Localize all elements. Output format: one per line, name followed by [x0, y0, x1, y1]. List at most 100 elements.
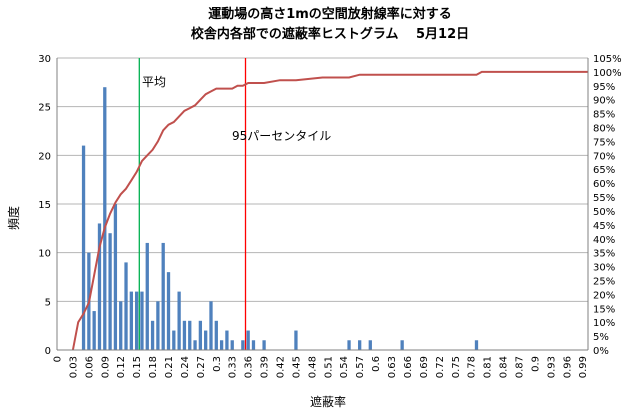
y2-tick-label-12: 60% [593, 179, 615, 190]
y-tick-label-3: 15 [38, 200, 51, 211]
y2-tick-label-4: 20% [593, 290, 615, 301]
y-axis-label: 頻度 [6, 206, 21, 230]
y-axis-tick-labels: 0 5 10 15 20 25 30 [38, 54, 51, 357]
x-tick-label-6: 0.18 [148, 356, 159, 378]
bar-12 [145, 242, 149, 350]
y2-tick-label-10: 50% [593, 207, 615, 218]
x-tick-label-32: 0.96 [562, 356, 573, 378]
bar-29 [241, 340, 245, 350]
y2-tick-label-17: 85% [593, 110, 615, 121]
axes [56, 58, 589, 351]
bar-6 [113, 204, 118, 350]
bar-19 [182, 320, 187, 350]
y-tick-label-0: 0 [45, 346, 51, 357]
chart-title: 運動場の高さ1mの空間放射線率に対する [208, 6, 452, 22]
x-tick-label-5: 0.15 [132, 356, 143, 378]
y2-tick-label-13: 65% [593, 165, 615, 176]
x-tick-label-11: 0.33 [228, 356, 239, 378]
y2-axis-tick-labels: 0% 5% 10% 15% 20% 25% 30% 35% 40% 45% 50% 55% 60% 65%… [593, 54, 622, 357]
bar-30 [246, 330, 250, 350]
reference-lines [138, 58, 247, 350]
grid-lines [57, 57, 588, 302]
chart-subtitle: 校舎内各部での遮蔽率ヒストグラム 5月12日 [191, 26, 469, 42]
bar-25 [214, 320, 218, 350]
cumulative-line-series [71, 70, 588, 351]
annotation-95-percentile: 95パーセンタイル [232, 129, 331, 143]
bar-33 [294, 330, 298, 350]
x-tick-label-15: 0.45 [292, 356, 303, 378]
x-tick-label-2: 0.06 [84, 356, 95, 378]
bar-10 [135, 291, 139, 350]
y2-tick-label-14: 70% [593, 151, 615, 162]
x-tick-label-23: 0.69 [419, 356, 430, 378]
bar-14 [156, 301, 160, 350]
bar-20 [188, 320, 192, 350]
y2-tick-label-19: 95% [593, 82, 615, 93]
y2-tick-label-1: 5% [593, 332, 609, 343]
x-tick-label-10: 0.3 [212, 356, 223, 372]
x-tick-label-20: 0.6 [371, 356, 382, 372]
y-tick-label-4: 20 [38, 151, 51, 162]
y2-tick-label-6: 30% [593, 263, 615, 274]
bar-7 [119, 301, 123, 350]
x-axis-label: 遮蔽率 [310, 394, 346, 409]
y-tick-label-1: 5 [45, 297, 51, 308]
cumulative-line [71, 70, 588, 351]
y2-tick-label-2: 10% [593, 318, 615, 329]
x-tick-label-25: 0.75 [451, 356, 462, 378]
x-tick-label-16: 0.48 [307, 356, 318, 378]
bar-21 [193, 340, 197, 350]
x-tick-label-30: 0.9 [530, 356, 541, 372]
bar-23 [204, 330, 208, 350]
y2-tick-label-9: 45% [593, 221, 615, 232]
bar-17 [172, 330, 176, 350]
bar-0 [81, 145, 86, 350]
x-tick-label-24: 0.72 [435, 356, 446, 378]
y2-tick-label-8: 40% [593, 235, 615, 246]
bar-22 [198, 320, 203, 350]
bar-3 [97, 223, 102, 350]
y-tick-label-2: 10 [38, 249, 51, 260]
x-tick-label-17: 0.51 [323, 356, 334, 378]
bar-9 [129, 291, 133, 350]
y2-tick-label-18: 90% [593, 96, 615, 107]
x-tick-label-14: 0.42 [276, 356, 287, 378]
bar-34 [347, 340, 351, 350]
bar-16 [166, 272, 171, 350]
x-tick-label-28: 0.84 [499, 356, 510, 378]
y2-tick-label-5: 25% [593, 276, 615, 287]
x-tick-label-31: 0.93 [546, 356, 557, 378]
x-tick-label-7: 0.21 [164, 356, 175, 378]
x-tick-label-13: 0.39 [260, 356, 271, 378]
x-tick-label-22: 0.66 [403, 356, 414, 378]
x-tick-label-12: 0.36 [244, 356, 255, 378]
y2-tick-label-21: 105% [593, 54, 622, 65]
x-tick-label-19: 0.57 [355, 356, 366, 378]
y2-tick-label-20: 100% [593, 68, 622, 79]
y2-tick-label-15: 75% [593, 137, 615, 148]
x-tick-label-9: 0.27 [196, 356, 207, 378]
x-tick-label-8: 0.24 [180, 356, 191, 378]
bar-11 [140, 291, 144, 350]
bar-13 [150, 320, 155, 350]
bar-5 [108, 233, 112, 350]
x-tick-label-3: 0.09 [100, 356, 111, 378]
bar-38 [474, 340, 479, 350]
annotation-mean: 平均 [142, 75, 166, 89]
x-tick-label-26: 0.78 [467, 356, 478, 378]
bar-8 [124, 262, 128, 350]
bar-26 [219, 340, 224, 350]
bar-27 [225, 330, 229, 350]
bar-series [81, 87, 479, 350]
bar-31 [251, 340, 256, 350]
bar-18 [177, 291, 181, 350]
x-tick-label-18: 0.54 [339, 356, 350, 378]
bar-37 [400, 340, 404, 350]
y2-tick-label-0: 0% [593, 346, 609, 357]
y-tick-label-6: 30 [38, 54, 51, 65]
x-tick-label-27: 0.81 [483, 356, 494, 378]
x-tick-label-29: 0.87 [515, 356, 526, 378]
x-tick-label-4: 0.12 [116, 356, 127, 378]
bar-2 [92, 311, 96, 350]
y2-tick-label-11: 55% [593, 193, 615, 204]
